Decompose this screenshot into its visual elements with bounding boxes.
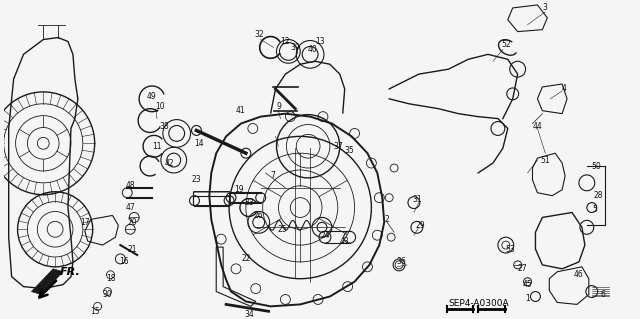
Text: 23: 23 [191,175,201,184]
Text: 34: 34 [244,310,253,319]
Text: 40: 40 [307,45,317,54]
Text: 26: 26 [254,211,264,220]
Text: FR.: FR. [60,267,81,277]
Text: 24: 24 [320,231,330,240]
Text: 11: 11 [152,142,162,151]
Polygon shape [31,269,63,294]
Text: 33: 33 [244,198,253,207]
Text: 12: 12 [281,37,290,46]
Text: 2: 2 [385,215,390,224]
Text: 35: 35 [345,146,355,155]
Text: 28: 28 [594,191,604,200]
Text: 21: 21 [127,245,137,254]
Text: 1: 1 [525,294,530,303]
Text: 14: 14 [195,139,204,148]
Text: 41: 41 [236,106,246,115]
Text: 30: 30 [102,290,113,299]
Text: 16: 16 [120,257,129,266]
Text: 51: 51 [541,156,550,165]
Text: 31: 31 [412,195,422,204]
Text: 4: 4 [562,85,566,93]
Text: 45: 45 [523,280,532,289]
Text: 42: 42 [165,159,175,167]
Text: 18: 18 [106,274,115,283]
Text: 3: 3 [543,4,548,12]
Text: 17: 17 [80,218,90,227]
Text: 10: 10 [155,102,164,111]
Text: 32: 32 [254,30,264,39]
Text: 13: 13 [315,37,325,46]
Text: 43: 43 [340,237,349,246]
Text: 44: 44 [532,122,542,131]
Text: 19: 19 [234,185,244,194]
Text: 38: 38 [159,122,169,131]
Text: 37: 37 [333,142,342,151]
Text: 27: 27 [518,264,527,273]
Text: 29: 29 [416,221,426,230]
Text: 53: 53 [505,245,515,254]
Text: 48: 48 [125,181,135,190]
Text: 25: 25 [278,225,287,234]
Text: SEP4-A0300A: SEP4-A0300A [449,299,509,308]
Text: 7: 7 [270,171,275,181]
Text: 5: 5 [592,205,597,214]
Text: 52: 52 [501,40,511,49]
Text: 15: 15 [90,307,99,316]
Text: 9: 9 [276,102,281,111]
Text: 20: 20 [127,218,137,227]
Text: 47: 47 [125,203,135,212]
Text: 6: 6 [600,290,605,299]
Text: 39: 39 [291,43,300,52]
Text: 22: 22 [241,255,251,263]
Text: 50: 50 [592,161,602,171]
Text: 36: 36 [396,257,406,266]
Text: 46: 46 [574,270,584,279]
Text: 49: 49 [147,93,157,101]
